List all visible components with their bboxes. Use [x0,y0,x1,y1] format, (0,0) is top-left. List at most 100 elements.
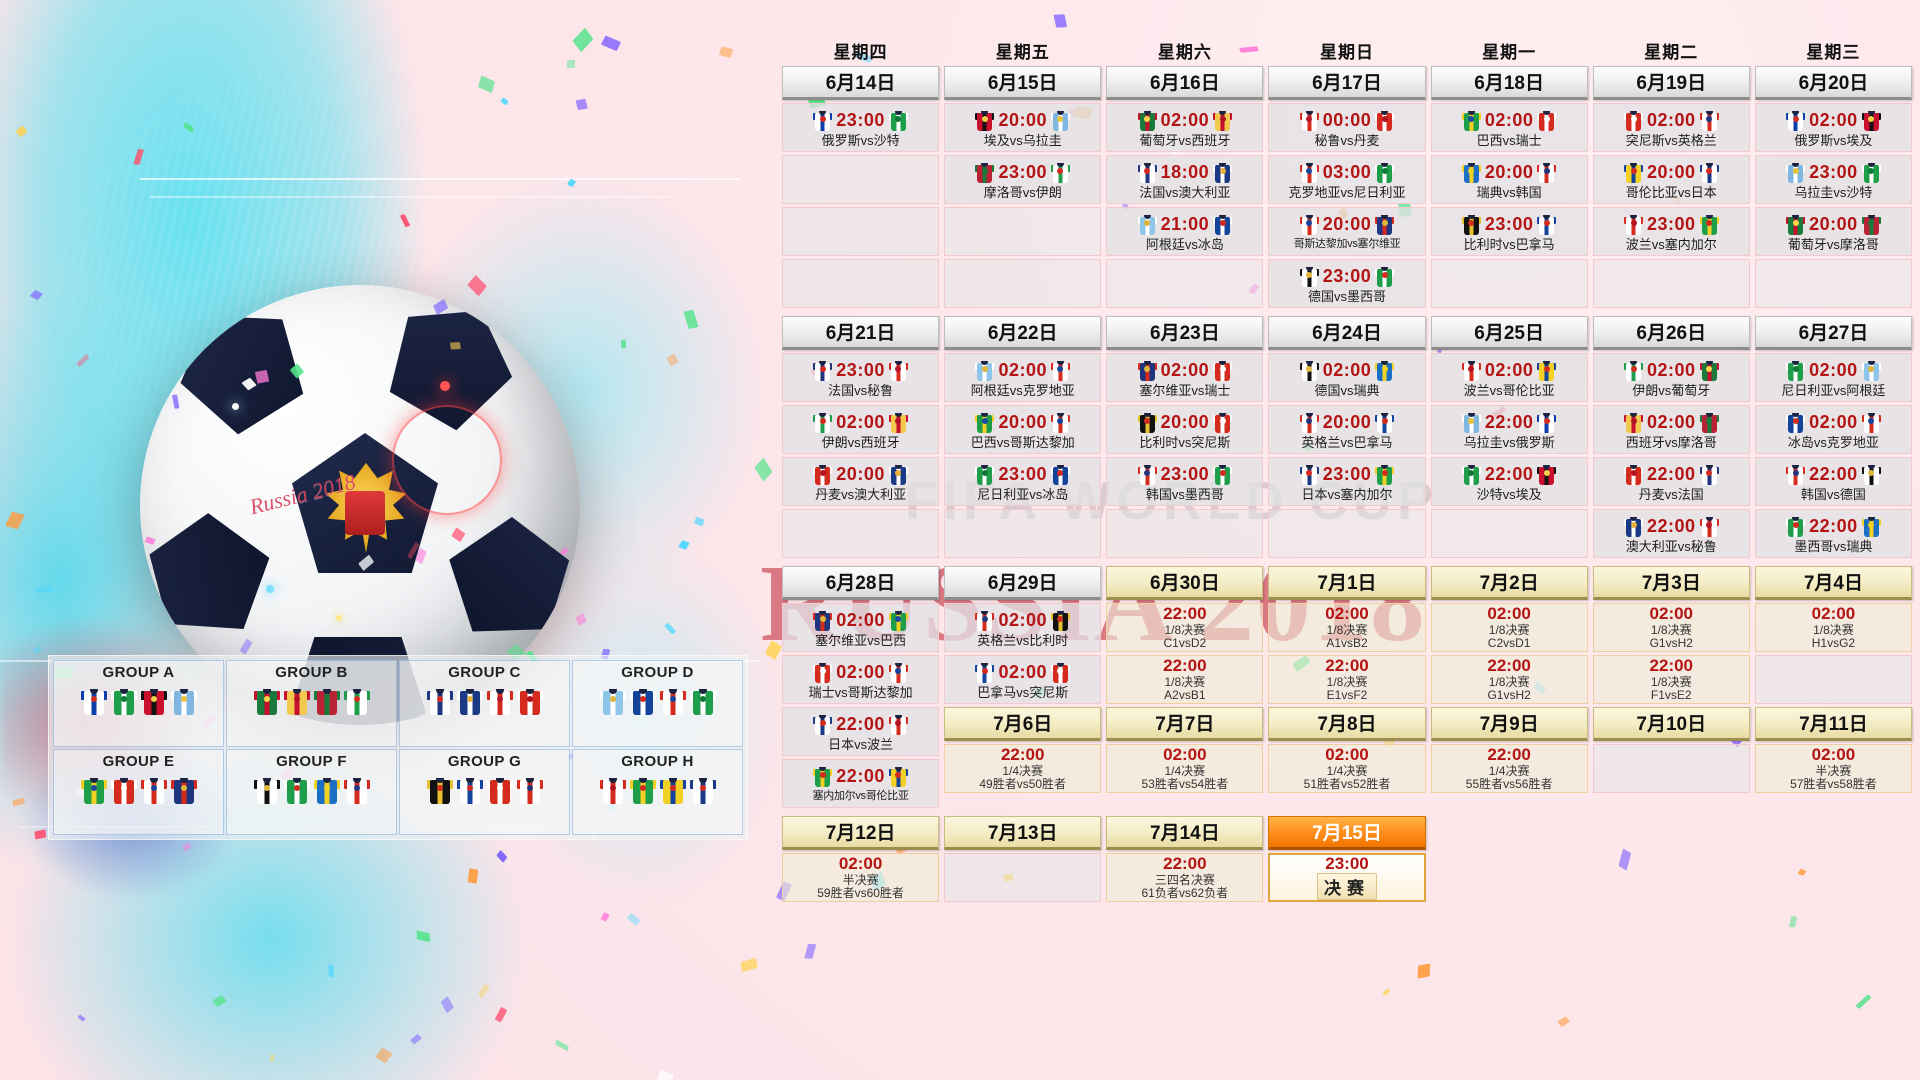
date-header[interactable]: 7月11日 [1754,707,1912,741]
match-cell[interactable]: 02:00 伊朗vs西班牙 [782,405,940,454]
knockout-match-cell[interactable]: 02:00 1/4决赛 53胜者vs54胜者 [1106,744,1264,793]
knockout-match-cell[interactable]: 22:00 1/4决赛 49胜者vs50胜者 [944,744,1102,793]
match-cell[interactable]: 02:00 葡萄牙vs西班牙 [1106,103,1264,152]
match-cell[interactable]: 02:00 塞尔维亚vs瑞士 [1106,353,1264,402]
match-cell[interactable]: 20:00 比利时vs突尼斯 [1106,405,1264,454]
group-box-a[interactable]: GROUP A [53,660,224,747]
date-header[interactable]: 6月24日 [1268,316,1426,350]
knockout-match-cell[interactable]: 22:00 1/8决赛 C1vsD2 [1106,603,1264,652]
match-cell[interactable]: 22:00 塞内加尔vs哥伦比亚 [782,759,940,808]
match-cell[interactable]: 02:00 尼日利亚vs阿根廷 [1754,353,1912,402]
date-header[interactable]: 6月21日 [782,316,940,350]
date-header[interactable]: 7月13日 [944,816,1102,850]
date-header[interactable]: 6月28日 [782,566,940,600]
date-header[interactable]: 7月9日 [1430,707,1588,741]
knockout-match-cell[interactable]: 02:00 1/8决赛 G1vsH2 [1592,603,1750,652]
match-cell[interactable]: 22:00 沙特vs埃及 [1430,457,1588,506]
date-header[interactable]: 6月17日 [1268,66,1426,100]
match-cell[interactable]: 20:00 葡萄牙vs摩洛哥 [1754,207,1912,256]
match-cell[interactable]: 23:00 德国vs墨西哥 [1268,259,1426,308]
date-header[interactable]: 7月12日 [782,816,940,850]
knockout-match-cell[interactable]: 22:00 1/8决赛 G1vsH2 [1430,655,1588,704]
match-cell[interactable]: 22:00 澳大利亚vs秘鲁 [1592,509,1750,558]
match-cell[interactable]: 20:00 哥伦比亚vs日本 [1592,155,1750,204]
match-cell[interactable]: 23:00 日本vs塞内加尔 [1268,457,1426,506]
knockout-match-cell[interactable]: 02:00 半决赛 59胜者vs60胜者 [782,853,940,902]
knockout-match-cell[interactable]: 22:00 1/8决赛 E1vsF2 [1268,655,1426,704]
date-header[interactable]: 7月14日 [1106,816,1264,850]
match-cell[interactable]: 21:00 阿根廷vs冰岛 [1106,207,1264,256]
group-box-e[interactable]: GROUP E [53,748,224,835]
match-cell[interactable]: 02:00 巴拿马vs突尼斯 [944,655,1102,704]
match-cell[interactable]: 23:00 摩洛哥vs伊朗 [944,155,1102,204]
match-cell[interactable]: 23:00 波兰vs塞内加尔 [1592,207,1750,256]
match-cell[interactable]: 20:00 丹麦vs澳大利亚 [782,457,940,506]
match-cell[interactable]: 23:00 俄罗斯vs沙特 [782,103,940,152]
date-header[interactable]: 6月30日 [1106,566,1264,600]
match-cell[interactable]: 03:00 克罗地亚vs尼日利亚 [1268,155,1426,204]
match-cell[interactable]: 02:00 阿根廷vs克罗地亚 [944,353,1102,402]
match-cell[interactable]: 23:00 韩国vs墨西哥 [1106,457,1264,506]
knockout-match-cell[interactable]: 02:00 1/8决赛 A1vsB2 [1268,603,1426,652]
match-cell[interactable]: 20:00 哥斯达黎加vs塞尔维亚 [1268,207,1426,256]
date-header[interactable]: 6月29日 [944,566,1102,600]
date-header[interactable]: 6月22日 [944,316,1102,350]
match-cell[interactable]: 23:00 比利时vs巴拿马 [1430,207,1588,256]
knockout-match-cell[interactable]: 22:00 1/4决赛 55胜者vs56胜者 [1430,744,1588,793]
match-cell[interactable]: 22:00 丹麦vs法国 [1592,457,1750,506]
date-header[interactable]: 6月15日 [944,66,1102,100]
knockout-match-cell[interactable]: 02:00 1/4决赛 51胜者vs52胜者 [1268,744,1426,793]
group-box-c[interactable]: GROUP C [399,660,570,747]
knockout-match-cell[interactable]: 22:00 三四名决赛 61负者vs62负者 [1106,853,1264,902]
date-header[interactable]: 6月19日 [1592,66,1750,100]
match-cell[interactable]: 23:00 法国vs秘鲁 [782,353,940,402]
date-header[interactable]: 7月15日 [1268,816,1426,850]
match-cell[interactable]: 02:00 伊朗vs葡萄牙 [1592,353,1750,402]
date-header[interactable]: 6月20日 [1754,66,1912,100]
group-box-d[interactable]: GROUP D [572,660,743,747]
knockout-match-cell[interactable]: 02:00 半决赛 57胜者vs58胜者 [1754,744,1912,793]
match-cell[interactable]: 02:00 塞尔维亚vs巴西 [782,603,940,652]
match-cell[interactable]: 00:00 秘鲁vs丹麦 [1268,103,1426,152]
date-header[interactable]: 6月23日 [1106,316,1264,350]
match-cell[interactable]: 22:00 韩国vs德国 [1754,457,1912,506]
match-cell[interactable]: 22:00 乌拉圭vs俄罗斯 [1430,405,1588,454]
match-cell[interactable]: 22:00 墨西哥vs瑞典 [1754,509,1912,558]
match-cell[interactable]: 23:00 尼日利亚vs冰岛 [944,457,1102,506]
date-header[interactable]: 7月4日 [1754,566,1912,600]
match-cell[interactable]: 23:00 乌拉圭vs沙特 [1754,155,1912,204]
date-header[interactable]: 7月10日 [1592,707,1750,741]
group-box-h[interactable]: GROUP H [572,748,743,835]
knockout-match-cell[interactable]: 22:00 1/8决赛 A2vsB1 [1106,655,1264,704]
match-cell[interactable]: 20:00 英格兰vs巴拿马 [1268,405,1426,454]
date-header[interactable]: 7月2日 [1430,566,1588,600]
date-header[interactable]: 7月6日 [944,707,1102,741]
match-cell[interactable]: 02:00 波兰vs哥伦比亚 [1430,353,1588,402]
match-cell[interactable]: 18:00 法国vs澳大利亚 [1106,155,1264,204]
date-header[interactable]: 6月14日 [782,66,940,100]
knockout-match-cell[interactable]: 02:00 1/8决赛 C2vsD1 [1430,603,1588,652]
knockout-match-cell[interactable]: 02:00 1/8决赛 H1vsG2 [1754,603,1912,652]
date-header[interactable]: 6月27日 [1754,316,1912,350]
date-header[interactable]: 7月3日 [1592,566,1750,600]
date-header[interactable]: 7月1日 [1268,566,1426,600]
group-box-g[interactable]: GROUP G [399,748,570,835]
match-cell[interactable]: 20:00 埃及vs乌拉圭 [944,103,1102,152]
date-header[interactable]: 7月8日 [1268,707,1426,741]
date-header[interactable]: 6月16日 [1106,66,1264,100]
match-cell[interactable]: 02:00 西班牙vs摩洛哥 [1592,405,1750,454]
match-cell[interactable]: 02:00 德国vs瑞典 [1268,353,1426,402]
match-cell[interactable]: 20:00 瑞典vs韩国 [1430,155,1588,204]
match-cell[interactable]: 02:00 英格兰vs比利时 [944,603,1102,652]
match-cell[interactable]: 22:00 日本vs波兰 [782,707,940,756]
date-header[interactable]: 6月26日 [1592,316,1750,350]
date-header[interactable]: 6月18日 [1430,66,1588,100]
date-header[interactable]: 6月25日 [1430,316,1588,350]
group-box-b[interactable]: GROUP B [226,660,397,747]
group-box-f[interactable]: GROUP F [226,748,397,835]
match-cell[interactable]: 20:00 巴西vs哥斯达黎加 [944,405,1102,454]
match-cell[interactable]: 02:00 俄罗斯vs埃及 [1754,103,1912,152]
match-cell[interactable]: 02:00 冰岛vs克罗地亚 [1754,405,1912,454]
date-header[interactable]: 7月7日 [1106,707,1264,741]
match-cell[interactable]: 02:00 瑞士vs哥斯达黎加 [782,655,940,704]
